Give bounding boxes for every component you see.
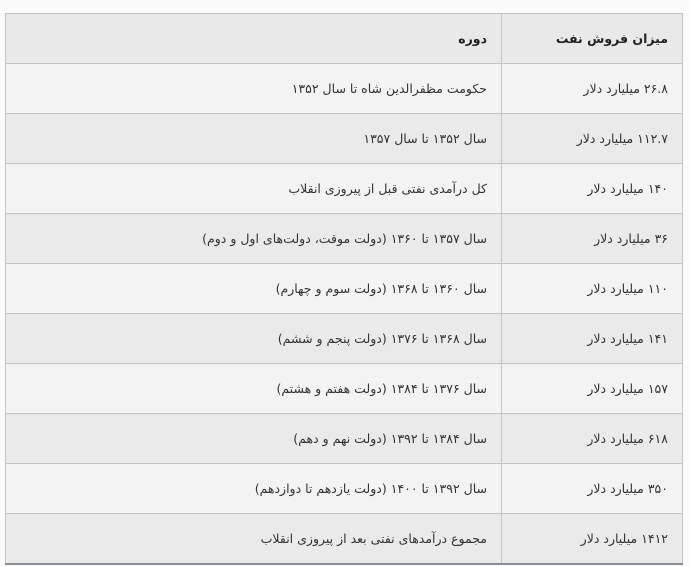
table-row: ۱۵۷ میلیارد دلار سال ۱۳۷۶ تا ۱۳۸۴ (دولت ه… bbox=[5, 363, 683, 414]
oil-sales-table: میزان فروش نفت دوره ۲۶.۸ میلیارد دلار حکو… bbox=[5, 13, 683, 565]
period-cell: کل درآمدی نفتی قبل از پیروزی انقلاب bbox=[5, 163, 502, 214]
amount-cell: ۱۱۲.۷ میلیارد دلار bbox=[501, 113, 683, 164]
amount-cell: ۳۵۰ میلیارد دلار bbox=[501, 463, 683, 514]
table-row: ۱۴۰ میلیارد دلار کل درآمدی نفتی قبل از پی… bbox=[5, 163, 683, 214]
oil-sales-table-container: میزان فروش نفت دوره ۲۶.۸ میلیارد دلار حکو… bbox=[5, 13, 683, 565]
amount-cell: ۱۱۰ میلیارد دلار bbox=[501, 263, 683, 314]
table-row: ۱۱۰ میلیارد دلار سال ۱۳۶۰ تا ۱۳۶۸ (دولت س… bbox=[5, 263, 683, 314]
table-header-row: میزان فروش نفت دوره bbox=[5, 13, 683, 64]
period-cell: سال ۱۳۵۲ تا سال ۱۳۵۷ bbox=[5, 113, 502, 164]
amount-cell: ۱۴۰ میلیارد دلار bbox=[501, 163, 683, 214]
table-row: ۳۵۰ میلیارد دلار سال ۱۳۹۲ تا ۱۴۰۰ (دولت ی… bbox=[5, 463, 683, 514]
amount-cell: ۳۶ میلیارد دلار bbox=[501, 213, 683, 264]
table-row: ۳۶ میلیارد دلار سال ۱۳۵۷ تا ۱۳۶۰ (دولت مو… bbox=[5, 213, 683, 264]
header-amount: میزان فروش نفت bbox=[501, 13, 683, 64]
amount-cell: ۶۱۸ میلیارد دلار bbox=[501, 413, 683, 464]
period-cell: حکومت مظفرالدین شاه تا سال ۱۳۵۲ bbox=[5, 63, 502, 114]
table-row: ۶۱۸ میلیارد دلار سال ۱۳۸۴ تا ۱۳۹۲ (دولت ن… bbox=[5, 413, 683, 464]
period-cell: سال ۱۳۶۰ تا ۱۳۶۸ (دولت سوم و چهارم) bbox=[5, 263, 502, 314]
table-row: ۱۱۲.۷ میلیارد دلار سال ۱۳۵۲ تا سال ۱۳۵۷ bbox=[5, 113, 683, 164]
table-row: ۲۶.۸ میلیارد دلار حکومت مظفرالدین شاه تا … bbox=[5, 63, 683, 114]
period-cell: سال ۱۳۵۷ تا ۱۳۶۰ (دولت موقت، دولت‌های او… bbox=[5, 213, 502, 264]
period-cell: سال ۱۳۸۴ تا ۱۳۹۲ (دولت نهم و دهم) bbox=[5, 413, 502, 464]
header-period: دوره bbox=[5, 13, 502, 64]
period-cell: مجموع درآمدهای نفتی بعد از پیروزی انقلاب bbox=[5, 513, 502, 565]
amount-cell: ۱۵۷ میلیارد دلار bbox=[501, 363, 683, 414]
period-cell: سال ۱۳۹۲ تا ۱۴۰۰ (دولت یازدهم تا دوازدهم… bbox=[5, 463, 502, 514]
table-row: ۱۴۱ میلیارد دلار سال ۱۳۶۸ تا ۱۳۷۶ (دولت پ… bbox=[5, 313, 683, 364]
table-row: ۱۴۱۲ میلیارد دلار مجموع درآمدهای نفتی بعد… bbox=[5, 513, 683, 565]
amount-cell: ۱۴۱۲ میلیارد دلار bbox=[501, 513, 683, 565]
period-cell: سال ۱۳۶۸ تا ۱۳۷۶ (دولت پنجم و ششم) bbox=[5, 313, 502, 364]
amount-cell: ۲۶.۸ میلیارد دلار bbox=[501, 63, 683, 114]
amount-cell: ۱۴۱ میلیارد دلار bbox=[501, 313, 683, 364]
period-cell: سال ۱۳۷۶ تا ۱۳۸۴ (دولت هفتم و هشتم) bbox=[5, 363, 502, 414]
